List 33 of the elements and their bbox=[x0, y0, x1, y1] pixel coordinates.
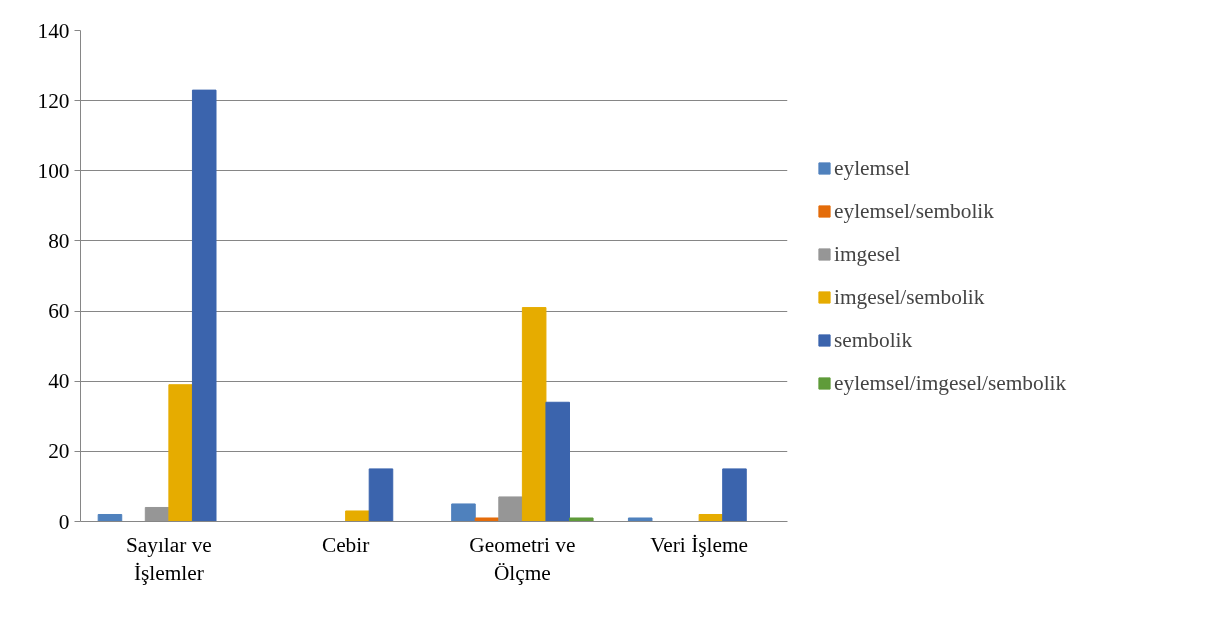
legend-label: eylemsel/sembolik bbox=[834, 198, 994, 224]
legend-label: imgesel bbox=[834, 241, 901, 267]
bar bbox=[498, 496, 523, 522]
bar bbox=[168, 384, 193, 522]
y-tick-label: 140 bbox=[37, 18, 70, 43]
bar bbox=[474, 517, 500, 522]
legend-label: eylemsel bbox=[834, 155, 910, 181]
bar bbox=[627, 517, 653, 522]
bar bbox=[451, 503, 476, 522]
bar bbox=[368, 468, 394, 522]
bar bbox=[144, 506, 170, 522]
legend-label: eylemsel/imgesel/sembolik bbox=[834, 370, 1067, 396]
y-tick-label: 0 bbox=[58, 509, 70, 534]
y-tick-label: 120 bbox=[37, 88, 70, 113]
bar bbox=[545, 401, 571, 522]
x-tick-label: Sayılar ve İşlemler bbox=[125, 532, 212, 586]
bar bbox=[345, 510, 370, 522]
bar bbox=[722, 468, 747, 522]
x-tick-label: Veri İşleme bbox=[650, 532, 748, 557]
legend-label: sembolik bbox=[834, 327, 913, 353]
bar bbox=[698, 513, 724, 522]
y-tick-label: 40 bbox=[48, 369, 70, 394]
x-tick-label: Geometri ve Ölçme bbox=[469, 532, 576, 586]
y-tick-label: 20 bbox=[48, 439, 70, 464]
y-tick-label: 80 bbox=[48, 228, 70, 253]
bar bbox=[521, 307, 547, 522]
x-tick-label: Cebir bbox=[321, 532, 370, 557]
legend-label: imgesel/sembolik bbox=[834, 284, 985, 310]
bar bbox=[569, 517, 594, 522]
y-tick-label: 100 bbox=[37, 158, 70, 183]
y-tick-label: 60 bbox=[48, 299, 70, 324]
bar bbox=[97, 513, 123, 522]
bar bbox=[191, 89, 217, 522]
